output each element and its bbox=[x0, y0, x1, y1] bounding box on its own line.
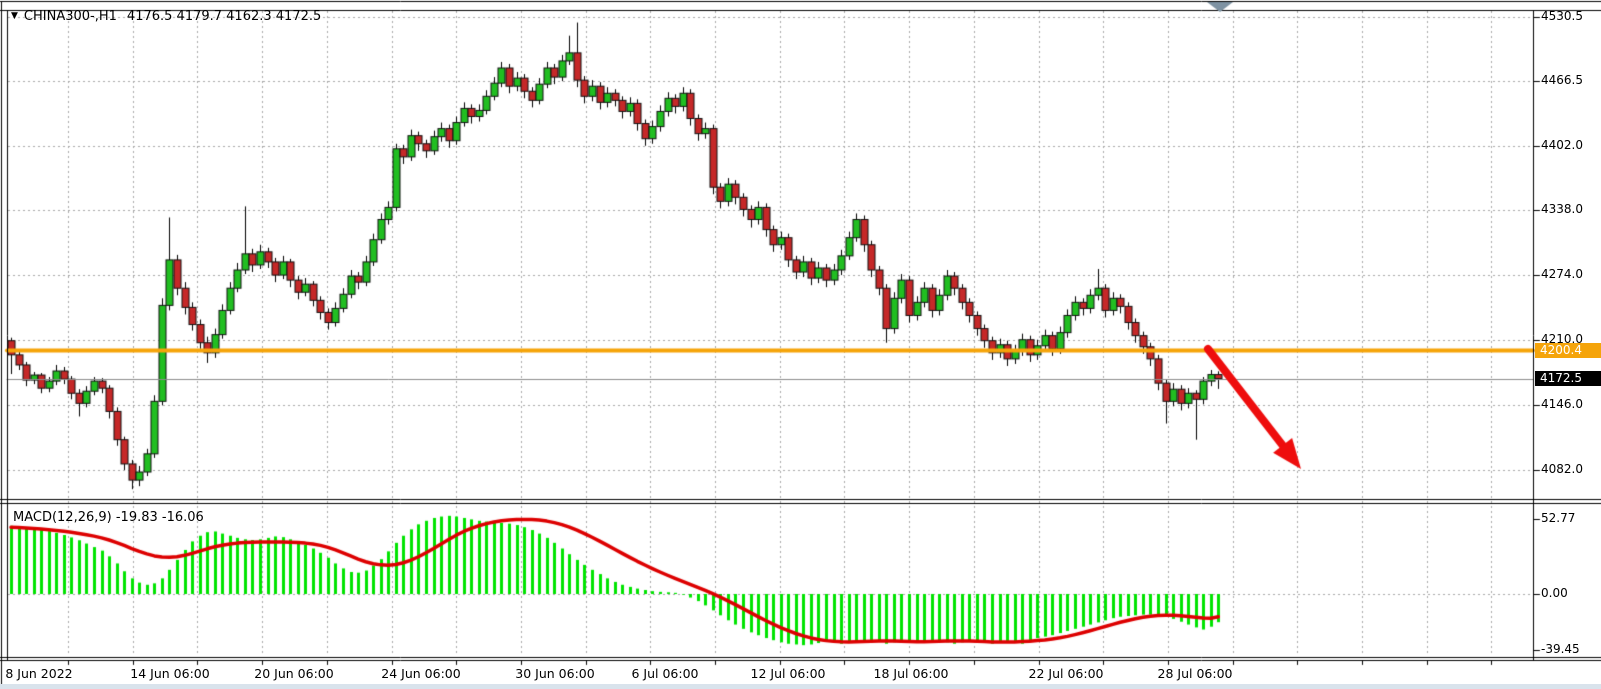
time-axis-label: 28 Jul 06:00 bbox=[1157, 666, 1233, 681]
price-axis-label: 4530.5 bbox=[1541, 9, 1583, 23]
macd-axis-label: 0.00 bbox=[1541, 586, 1568, 600]
time-axis-label: 8 Jun 2022 bbox=[5, 666, 73, 681]
ohlc-values: 4176.5 4179.7 4162.3 4172.5 bbox=[126, 9, 322, 24]
price-axis-label: 4466.5 bbox=[1541, 73, 1583, 87]
time-axis-label: 18 Jul 06:00 bbox=[873, 666, 949, 681]
price-axis-label: 4274.0 bbox=[1541, 267, 1583, 281]
current-price-badge: 4172.5 bbox=[1535, 371, 1601, 386]
window-bottom-edge bbox=[0, 684, 1601, 689]
price-axis-label: 4082.0 bbox=[1541, 462, 1583, 476]
time-axis-label: 24 Jun 06:00 bbox=[381, 666, 461, 681]
price-axis-label: 4338.0 bbox=[1541, 202, 1583, 216]
time-axis-label: 14 Jun 06:00 bbox=[130, 666, 210, 681]
time-axis-label: 30 Jun 06:00 bbox=[515, 666, 595, 681]
time-axis-label: 6 Jul 06:00 bbox=[631, 666, 699, 681]
time-axis-label: 20 Jun 06:00 bbox=[254, 666, 334, 681]
macd-axis-label: -39.45 bbox=[1541, 642, 1580, 656]
chart-title: ▼ CHINA300-,H1 4176.5 4179.7 4162.3 4172.5 bbox=[11, 9, 321, 24]
time-axis-label: 12 Jul 06:00 bbox=[750, 666, 826, 681]
macd-axis-label: 52.77 bbox=[1541, 511, 1576, 525]
price-axis-label: 4210.0 bbox=[1541, 332, 1583, 346]
price-axis-label: 4146.0 bbox=[1541, 397, 1583, 411]
symbol-dropdown-icon[interactable]: ▼ bbox=[11, 11, 18, 21]
time-axis-label: 22 Jul 06:00 bbox=[1028, 666, 1104, 681]
price-axis-label: 4402.0 bbox=[1541, 138, 1583, 152]
symbol-period-label: CHINA300-,H1 bbox=[23, 9, 117, 24]
resistance-price-badge: 4200.4 bbox=[1535, 343, 1601, 358]
macd-indicator-label: MACD(12,26,9) -19.83 -16.06 bbox=[13, 510, 204, 525]
